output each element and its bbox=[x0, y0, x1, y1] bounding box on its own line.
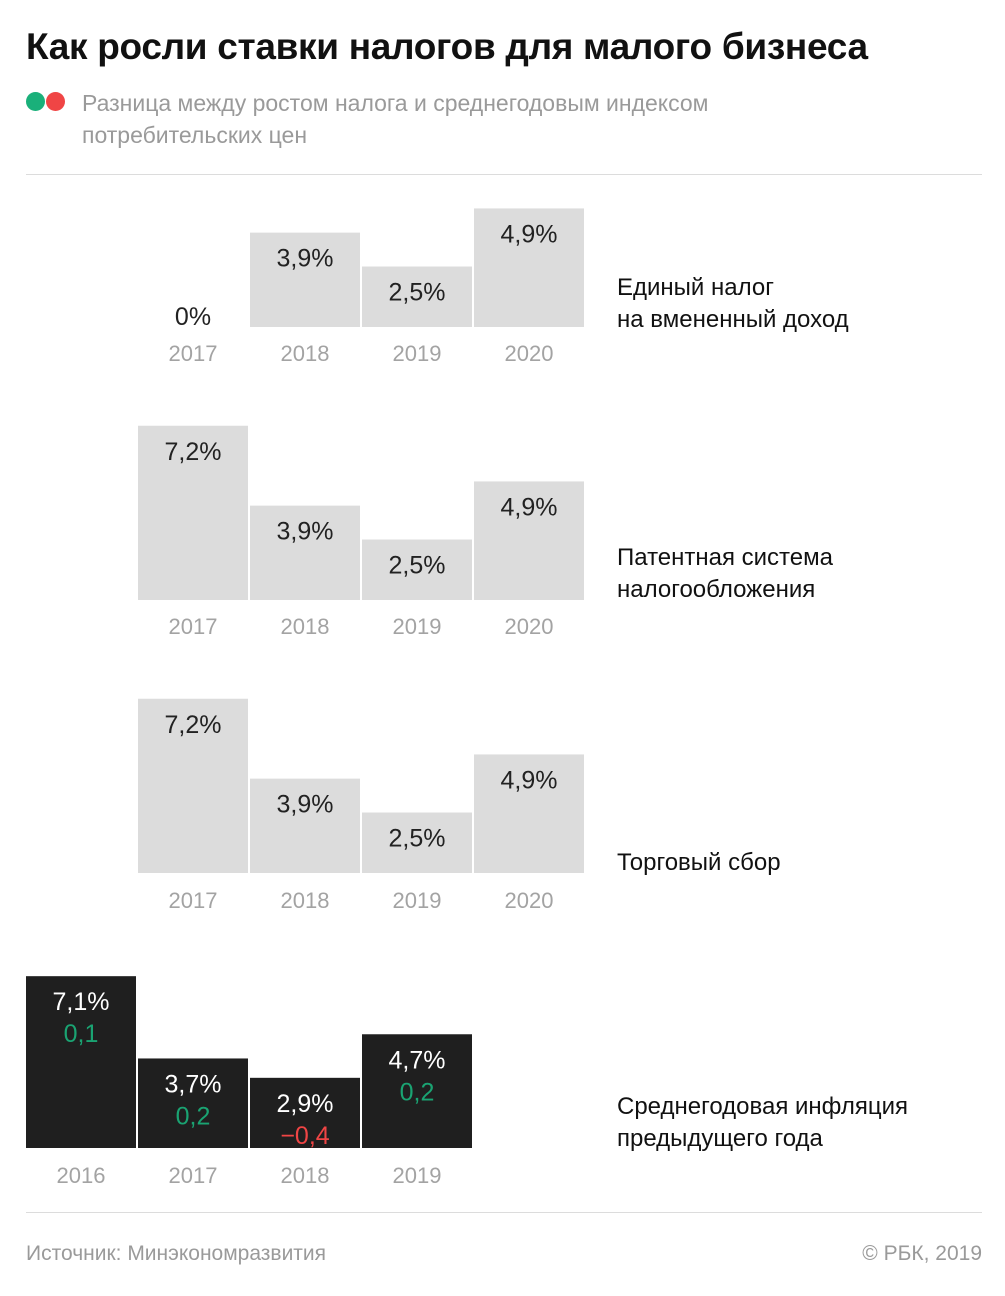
difference-label-2018: −0,4 bbox=[280, 1122, 329, 1150]
bar-0-2019 bbox=[362, 266, 472, 327]
value-label-1-2020: 4,9% bbox=[501, 493, 558, 521]
value-label-1-2019: 2,5% bbox=[389, 552, 446, 580]
tick-label-0-2019: 2019 bbox=[393, 341, 442, 366]
source-note: Источник: Минэкономразвития bbox=[26, 1242, 327, 1265]
tick-label-1-2017: 2017 bbox=[169, 614, 218, 639]
value-label-1-2017: 7,2% bbox=[165, 438, 222, 466]
bottom-divider bbox=[26, 1212, 982, 1213]
value-label-2-2017: 7,2% bbox=[165, 711, 222, 739]
bar-2-2018 bbox=[250, 778, 360, 873]
legend-negative-dot bbox=[46, 92, 65, 111]
tick-label-1-2018: 2018 bbox=[281, 614, 330, 639]
bar-2-2019 bbox=[362, 812, 472, 873]
tick-label-3-2018: 2018 bbox=[281, 1163, 330, 1188]
value-label-2-2018: 3,9% bbox=[277, 791, 334, 819]
panel-label-patent: Патентная система налогообложения bbox=[617, 544, 833, 603]
panel-label-envd: Единый налог на вмененный доход bbox=[617, 274, 849, 333]
value-label-0-2017: 0% bbox=[175, 303, 211, 331]
value-label-3-2019: 4,7% bbox=[389, 1046, 446, 1074]
difference-label-2019: 0,2 bbox=[400, 1078, 435, 1106]
tick-label-3-2017: 2017 bbox=[169, 1163, 218, 1188]
value-label-3-2018: 2,9% bbox=[277, 1090, 334, 1118]
bar-1-2018 bbox=[250, 505, 360, 600]
bar-3-2017 bbox=[138, 1058, 248, 1148]
bar-1-2020 bbox=[474, 481, 584, 600]
bar-0-2020 bbox=[474, 208, 584, 327]
value-label-3-2016: 7,1% bbox=[53, 988, 110, 1016]
legend-positive-dot bbox=[26, 92, 45, 111]
tick-label-2-2020: 2020 bbox=[505, 888, 554, 913]
bar-1-2017 bbox=[138, 425, 248, 600]
tick-label-0-2020: 2020 bbox=[505, 341, 554, 366]
tick-label-2-2019: 2019 bbox=[393, 888, 442, 913]
tick-label-1-2020: 2020 bbox=[505, 614, 554, 639]
bar-0-2018 bbox=[250, 232, 360, 327]
value-label-0-2019: 2,5% bbox=[389, 279, 446, 307]
legend-dots bbox=[26, 92, 70, 112]
tick-label-0-2018: 2018 bbox=[281, 341, 330, 366]
panel-label-trade-fee: Торговый сбор bbox=[617, 849, 781, 876]
bar-2-2020 bbox=[474, 754, 584, 873]
tick-label-2-2018: 2018 bbox=[281, 888, 330, 913]
tick-label-1-2019: 2019 bbox=[393, 614, 442, 639]
top-divider bbox=[26, 174, 982, 175]
bar-3-2018 bbox=[250, 1077, 360, 1148]
value-label-3-2017: 3,7% bbox=[165, 1070, 222, 1098]
bar-1-2019 bbox=[362, 539, 472, 600]
value-label-2-2019: 2,5% bbox=[389, 825, 446, 853]
bar-2-2017 bbox=[138, 698, 248, 873]
value-label-2-2020: 4,9% bbox=[501, 766, 558, 794]
tick-label-2-2017: 2017 bbox=[169, 888, 218, 913]
chart-title: Как росли ставки налогов для малого бизн… bbox=[26, 26, 868, 67]
panel-label-inflation: Среднегодовая инфляция предыдущего года bbox=[617, 1093, 909, 1152]
bar-3-2016 bbox=[26, 976, 136, 1148]
value-label-0-2020: 4,9% bbox=[501, 220, 558, 248]
tick-label-3-2016: 2016 bbox=[57, 1163, 106, 1188]
difference-label-2017: 0,2 bbox=[176, 1102, 211, 1130]
tick-label-3-2019: 2019 bbox=[393, 1163, 442, 1188]
tick-label-0-2017: 2017 bbox=[169, 341, 218, 366]
chart-subtitle: Разница между ростом налога и среднегодо… bbox=[82, 90, 709, 148]
bar-3-2019 bbox=[362, 1034, 472, 1148]
copyright: © РБК, 2019 bbox=[862, 1242, 982, 1265]
difference-label-2016: 0,1 bbox=[64, 1020, 99, 1048]
value-label-0-2018: 3,9% bbox=[277, 245, 334, 273]
value-label-1-2018: 3,9% bbox=[277, 518, 334, 546]
